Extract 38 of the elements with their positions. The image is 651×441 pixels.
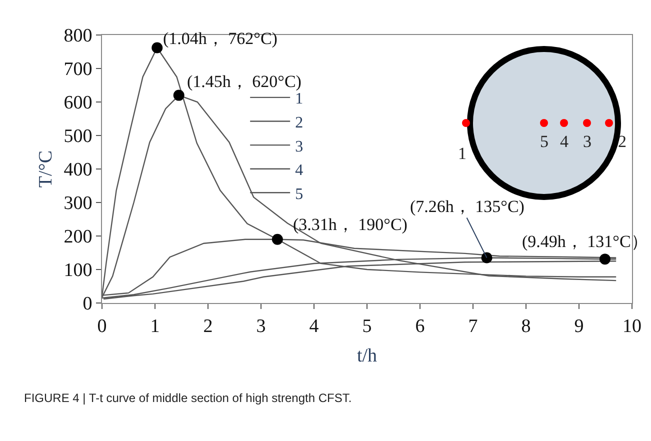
y-tick-label: 400 xyxy=(64,160,92,181)
x-tick-label: 5 xyxy=(362,316,372,337)
y-tick-label: 100 xyxy=(64,260,92,282)
x-tick-label: 7 xyxy=(468,316,478,337)
legend-label: 1 xyxy=(295,90,304,108)
y-tick-label: 500 xyxy=(64,126,92,148)
y-tick-label: 700 xyxy=(64,59,92,80)
x-tick-label: 8 xyxy=(521,316,531,337)
annotation: (9.49h， 131°C） xyxy=(522,232,648,251)
legend-label: 4 xyxy=(295,162,304,180)
legend-label: 3 xyxy=(295,138,304,156)
y-tick-label: 800 xyxy=(64,26,92,47)
annotation: (1.45h， 620°C) xyxy=(187,72,302,91)
x-tick-label: 9 xyxy=(574,316,584,337)
annotation: 5 xyxy=(540,132,548,151)
annotation: (1.04h， 762°C) xyxy=(163,29,278,48)
y-tick-label: 0 xyxy=(82,294,92,315)
x-tick-label: 1 xyxy=(150,316,160,337)
y-tick-label: 600 xyxy=(64,92,92,114)
legend-label: 2 xyxy=(295,114,304,132)
caption: FIGURE 4 | T-t curve of middle section of high strength CFST. xyxy=(24,391,352,405)
x-tick-label: 2 xyxy=(203,316,213,337)
annotation: 2 xyxy=(618,132,626,151)
x-axis-title: t/h xyxy=(356,346,378,367)
y-tick-label: 300 xyxy=(64,193,92,214)
annotation: 4 xyxy=(560,132,569,151)
x-tick-label: 0 xyxy=(97,316,107,337)
annotation: (3.31h， 190°C) xyxy=(293,215,408,234)
x-tick-label: 3 xyxy=(256,316,266,337)
legend-label: 5 xyxy=(295,186,304,203)
x-tick-label: 4 xyxy=(309,316,320,337)
x-tick-label: 6 xyxy=(415,316,425,337)
annotation: 3 xyxy=(583,132,592,151)
x-tick-label: 10 xyxy=(622,316,642,337)
y-axis-title: T/°C xyxy=(36,150,57,188)
y-tick-label: 200 xyxy=(64,226,92,248)
annotation: (7.26h， 135°C) xyxy=(410,197,524,216)
annotation: 1 xyxy=(458,144,466,163)
